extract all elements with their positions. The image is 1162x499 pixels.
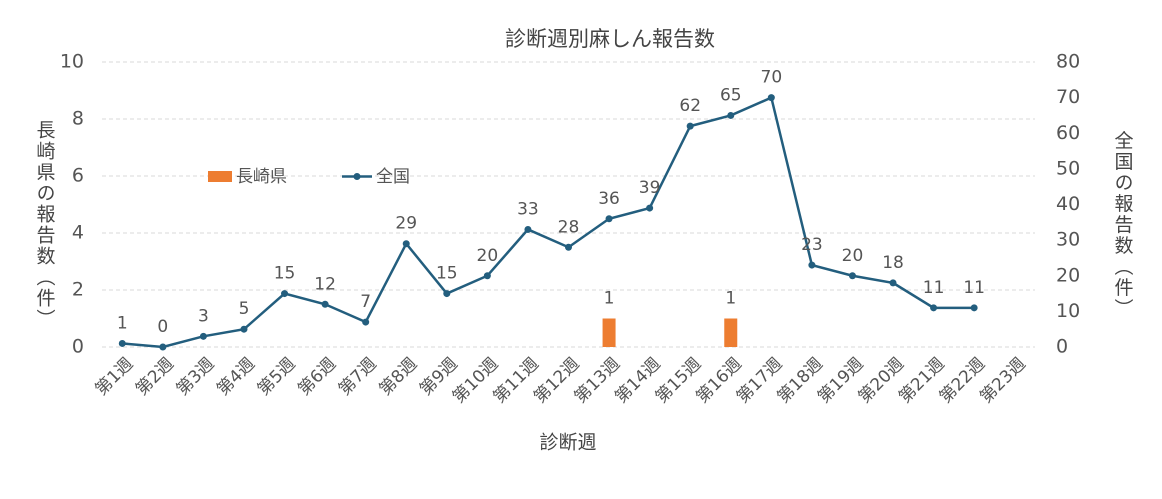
bar [724, 318, 738, 347]
data-label: 15 [274, 264, 296, 284]
legend-label: 全国 [376, 167, 410, 187]
data-label: 0 [157, 317, 168, 337]
y-tick-label: 2 [72, 279, 84, 301]
x-tick-label: 第23週 [976, 354, 1029, 407]
data-label: 62 [679, 96, 701, 116]
y2-tick-label: 50 [1056, 157, 1080, 179]
chart-title: 診断週別麻しん報告数 [505, 27, 715, 51]
y-axis-title: 長崎県の報告数（件） [34, 120, 56, 330]
data-label: 29 [395, 214, 417, 234]
marker [118, 339, 126, 347]
marker [808, 261, 816, 269]
marker [524, 225, 532, 233]
data-label: 1 [117, 313, 128, 333]
data-label: 65 [720, 85, 742, 105]
marker [443, 290, 451, 298]
marker [321, 300, 329, 308]
marker [970, 304, 978, 312]
marker [402, 240, 410, 248]
x-axis-title: 診断週 [539, 432, 596, 454]
marker [565, 243, 572, 251]
marker [199, 332, 207, 340]
data-label: 28 [558, 217, 580, 237]
legend-swatch [208, 171, 232, 182]
y2-tick-label: 60 [1056, 122, 1080, 144]
y-tick-label: 4 [72, 222, 84, 244]
data-label: 23 [801, 235, 823, 255]
y-tick-label: 8 [72, 108, 84, 130]
x-tick-label: 第1週 [92, 354, 138, 400]
legend-swatch [353, 173, 361, 180]
y2-tick-label: 40 [1056, 193, 1080, 215]
y-tick-label: 0 [72, 336, 84, 358]
legend-label: 長崎県 [236, 167, 287, 187]
y2-tick-label: 80 [1056, 51, 1080, 73]
data-label: 3 [198, 306, 209, 326]
y-tick-label: 10 [60, 51, 84, 73]
data-label: 12 [314, 274, 336, 294]
y2-tick-label: 70 [1056, 86, 1080, 108]
x-tick-label: 第3週 [173, 354, 219, 400]
data-label: 33 [517, 199, 539, 219]
marker [727, 111, 735, 119]
data-label: 39 [639, 178, 661, 198]
data-label: 7 [360, 292, 371, 312]
y2-tick-label: 0 [1056, 336, 1068, 358]
y2-tick-label: 30 [1056, 229, 1080, 251]
marker [159, 343, 167, 351]
data-label: 18 [882, 253, 904, 273]
x-tick-label: 第8週 [375, 354, 421, 400]
x-tick-label: 第6週 [294, 354, 340, 400]
data-label: 1 [604, 289, 615, 309]
marker [483, 272, 491, 280]
y2-tick-label: 20 [1056, 264, 1080, 286]
marker [240, 325, 248, 333]
marker [281, 290, 289, 298]
marker [767, 94, 775, 102]
data-label: 36 [598, 189, 620, 209]
marker [930, 304, 938, 312]
x-tick-label: 第7週 [335, 354, 381, 400]
data-label: 5 [239, 299, 250, 319]
y-tick-label: 6 [72, 165, 84, 187]
line [122, 95, 975, 349]
x-tick-label: 第2週 [132, 354, 178, 400]
marker [686, 122, 694, 130]
marker [646, 204, 654, 212]
marker [889, 279, 897, 287]
data-label: 20 [477, 246, 499, 266]
x-tick-label: 第4週 [213, 354, 259, 400]
data-label: 15 [436, 264, 458, 284]
marker [362, 318, 370, 326]
data-label: 20 [842, 246, 864, 266]
marker [848, 272, 856, 280]
data-label: 1 [725, 289, 736, 309]
x-tick-label: 第5週 [254, 354, 300, 400]
y2-axis-title: 全国の報告数（件） [1112, 130, 1134, 319]
data-label: 11 [923, 278, 945, 298]
data-label: 11 [963, 278, 985, 298]
bar [602, 318, 616, 347]
y2-tick-label: 10 [1056, 300, 1080, 322]
marker [605, 215, 613, 223]
data-label: 70 [761, 68, 783, 88]
